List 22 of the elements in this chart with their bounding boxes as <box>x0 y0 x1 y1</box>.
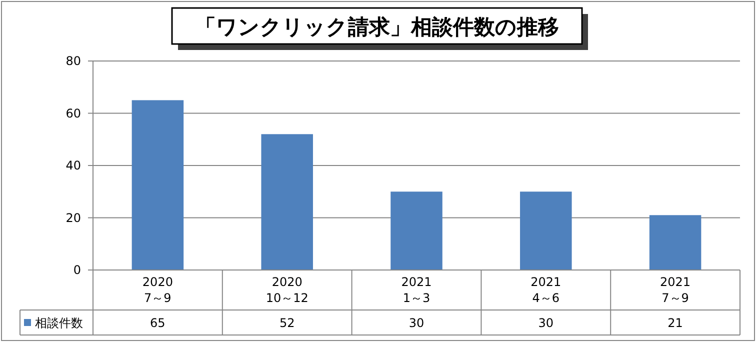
data-label: 21 <box>668 316 683 330</box>
bar <box>390 192 442 270</box>
y-tick-label: 80 <box>66 54 81 68</box>
data-label: 52 <box>279 316 295 330</box>
bar <box>132 100 184 270</box>
data-label: 30 <box>408 316 424 330</box>
x-tick-label: 2021 4～6 <box>530 275 562 305</box>
x-tick-label: 2021 1～3 <box>401 275 432 305</box>
x-tick-label: 2020 7～9 <box>142 275 173 305</box>
y-tick-label: 60 <box>66 106 81 120</box>
bar <box>261 134 313 270</box>
bar <box>649 215 702 270</box>
legend-label: 相談件数 <box>35 316 83 330</box>
data-label: 65 <box>150 316 166 330</box>
y-tick-label: 20 <box>66 210 81 225</box>
x-tick-label: 2021 7～9 <box>660 275 691 305</box>
chart-title: 「ワンクリック請求」相談件数の推移 <box>195 15 559 39</box>
bar <box>520 192 572 270</box>
x-tick-label: 2020 10～12 <box>266 275 308 305</box>
data-label: 30 <box>538 316 554 330</box>
y-tick-label: 40 <box>66 158 81 172</box>
y-tick-label: 0 <box>73 263 81 277</box>
